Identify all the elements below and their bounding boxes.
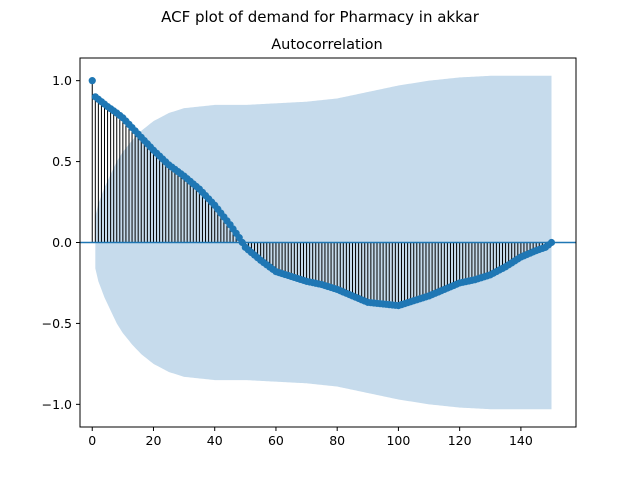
y-tick-label: 0.0 (52, 235, 72, 250)
acf-marker (88, 77, 96, 85)
x-tick-label: 80 (329, 433, 345, 448)
y-tick-label: 0.5 (52, 154, 72, 169)
y-tick-label: 1.0 (52, 73, 72, 88)
acf-marker (547, 238, 556, 247)
y-tick-label: −1.0 (42, 397, 72, 412)
stem-layer (91, 80, 549, 306)
x-axis: 0 20 40 60 80 100 120 140 (88, 427, 533, 448)
y-axis: −1.0 −0.5 0.0 0.5 1.0 (42, 73, 80, 412)
x-tick-label: 100 (386, 433, 410, 448)
y-tick-label: −0.5 (42, 316, 72, 331)
x-tick-label: 120 (448, 433, 472, 448)
x-tick-label: 60 (268, 433, 284, 448)
x-tick-label: 20 (146, 433, 162, 448)
x-tick-label: 0 (88, 433, 96, 448)
x-tick-label: 140 (509, 433, 533, 448)
x-tick-label: 40 (207, 433, 223, 448)
chart-title: Autocorrelation (271, 37, 382, 53)
chart-suptitle: ACF plot of demand for Pharmacy in akkar (161, 8, 480, 26)
marker-layer (88, 77, 556, 310)
